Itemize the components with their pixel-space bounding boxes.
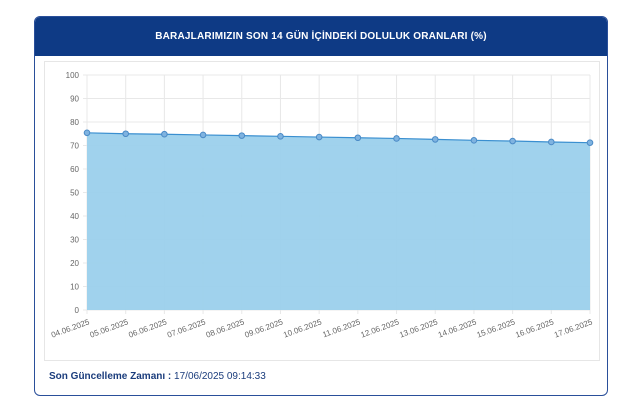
area-fill <box>87 132 590 310</box>
data-point <box>199 131 207 139</box>
data-point <box>548 138 555 146</box>
last-update: Son Güncelleme Zamanı : 17/06/2025 09:14… <box>49 371 266 382</box>
x-tick-label: 06.06.2025 <box>127 317 168 339</box>
x-tick-label: 13.06.2025 <box>398 317 439 339</box>
data-point <box>315 133 323 141</box>
data-point <box>586 139 594 146</box>
card-header: BARAJLARIMIZIN SON 14 GÜN İÇİNDEKİ DOLUL… <box>35 17 607 56</box>
card-title: BARAJLARIMIZIN SON 14 GÜN İÇİNDEKİ DOLUL… <box>155 31 487 42</box>
x-tick-label: 15.06.2025 <box>476 317 517 339</box>
series-line <box>86 132 591 144</box>
y-tick-label: 90 <box>70 95 79 104</box>
y-tick-label: 0 <box>75 306 80 315</box>
y-tick-label: 30 <box>70 236 79 245</box>
y-tick-label: 70 <box>70 142 79 151</box>
data-point <box>238 132 246 139</box>
x-tick-label: 08.06.2025 <box>205 317 246 339</box>
chart-container <box>44 61 600 361</box>
y-tick-label: 50 <box>70 189 79 198</box>
last-update-value: 17/06/2025 09:14:33 <box>174 371 266 382</box>
y-tick-label: 100 <box>66 71 80 80</box>
y-tick-label: 10 <box>70 283 79 292</box>
y-tick-label: 40 <box>70 212 79 221</box>
y-tick-label: 80 <box>70 118 79 127</box>
x-tick-label: 07.06.2025 <box>166 317 207 339</box>
x-tick-label: 11.06.2025 <box>321 317 362 339</box>
x-tick-label: 16.06.2025 <box>514 317 555 339</box>
x-tick-label: 05.06.2025 <box>89 317 130 339</box>
data-point <box>431 136 439 143</box>
y-tick-label: 20 <box>70 259 79 268</box>
x-tick-label: 12.06.2025 <box>360 317 401 339</box>
data-point <box>83 129 91 137</box>
x-tick-label: 14.06.2025 <box>437 317 478 339</box>
data-point <box>122 130 129 138</box>
y-tick-label: 60 <box>70 165 79 174</box>
x-tick-label: 10.06.2025 <box>282 317 323 339</box>
last-update-label: Son Güncelleme Zamanı : <box>49 371 172 382</box>
data-point <box>470 137 478 144</box>
data-point <box>509 137 516 145</box>
data-point <box>393 135 400 142</box>
x-tick-label: 04.06.2025 <box>50 317 91 339</box>
x-tick-label: 17.06.2025 <box>553 317 594 339</box>
data-point <box>161 130 168 138</box>
data-point <box>354 134 362 142</box>
x-tick-label: 09.06.2025 <box>243 317 284 339</box>
data-point <box>277 133 284 140</box>
